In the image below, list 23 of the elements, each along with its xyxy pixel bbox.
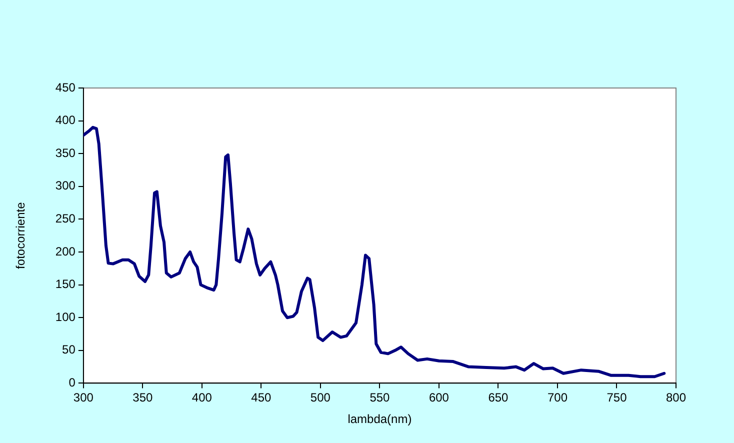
y-tick-label: 0	[68, 376, 76, 390]
x-tick-label: 450	[251, 390, 272, 405]
x-tick-label: 300	[73, 390, 94, 405]
x-tick-label: 600	[428, 390, 450, 405]
y-tick-label: 50	[62, 342, 76, 357]
x-tick-label: 400	[192, 390, 212, 405]
x-tick-label: 650	[488, 390, 509, 405]
y-tick-label: 400	[55, 113, 76, 128]
y-tick-label: 300	[55, 178, 76, 193]
y-tick-label: 200	[55, 244, 76, 258]
x-tick-label: 500	[310, 390, 331, 405]
y-tick-label: 250	[55, 212, 76, 226]
y-tick-label: 450	[55, 80, 76, 94]
x-tick-label: 550	[370, 390, 390, 405]
x-axis-title: lambda(nm)	[348, 412, 412, 426]
x-tick-label: 700	[547, 390, 568, 405]
x-tick-label: 800	[666, 390, 686, 405]
y-tick-label: 150	[55, 277, 76, 292]
y-axis-title: fotocorriente	[14, 202, 28, 269]
y-tick-label: 100	[55, 310, 76, 324]
y-tick-label: 350	[55, 146, 76, 160]
x-tick-label: 750	[606, 390, 628, 405]
x-tick-label: 350	[132, 390, 154, 405]
